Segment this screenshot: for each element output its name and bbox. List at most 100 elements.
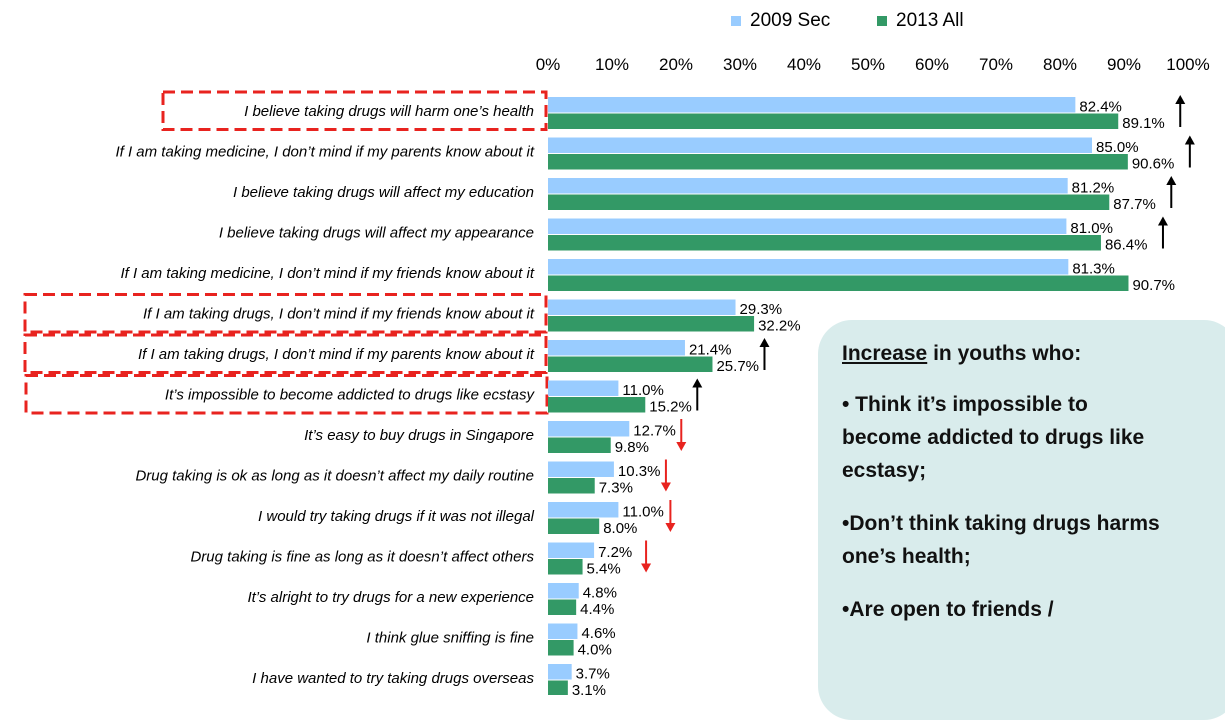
data-label-2013: 4.4% [580,601,614,618]
bar-2013 [548,437,611,453]
bar-2009 [548,664,572,680]
bar-2009 [548,380,619,396]
bar-2009 [548,502,619,518]
highlight-box [24,374,549,415]
callout-heading: Increase in youths who: [842,342,1218,366]
bar-2013 [548,680,568,695]
data-label-2013: 3.1% [572,682,606,695]
category-label: Drug taking is fine as long as it doesn’… [190,549,534,566]
bar-2009 [548,218,1067,234]
up-arrow-icon [692,378,703,411]
bar-2009 [548,623,578,639]
down-arrow-icon [641,540,652,573]
x-tick-label: 40% [787,55,821,74]
bar-2009 [548,461,614,477]
up-arrow-icon [1166,176,1177,208]
bar-2009 [548,421,630,437]
callout-item: •Are open to friends / [842,598,1054,621]
data-label-2013: 89.1% [1122,115,1165,132]
bar-2009 [548,583,579,599]
data-label-2009: 3.7% [576,666,610,683]
data-label-2009: 21.4% [689,342,732,359]
data-label-2013: 86.4% [1105,237,1148,254]
x-tick-label: 20% [659,55,693,74]
callout-item: •Don’t think taking drugs harms one’s he… [842,512,1160,568]
down-arrow-icon [676,419,687,451]
down-arrow-icon [660,459,671,492]
bar-2009 [548,259,1069,275]
x-tick-label: 80% [1043,55,1077,74]
data-label-2009: 4.8% [583,585,617,602]
category-label: It’s easy to buy drugs in Singapore [304,427,534,444]
category-label: I have wanted to try taking drugs overse… [252,670,534,687]
bar-2013 [548,559,583,575]
highlight-box [23,293,548,334]
x-tick-label: 90% [1107,55,1141,74]
category-label: It’s alright to try drugs for a new expe… [247,589,534,606]
bar-2013 [548,275,1129,291]
legend-swatch-2013 [877,16,887,26]
highlight-box [161,90,548,131]
bar-2013 [548,599,577,615]
category-label: If I am taking medicine, I don’t mind if… [115,144,534,161]
data-label-2013: 7.3% [599,480,633,497]
x-tick-label: 60% [915,55,949,74]
bar-chart: 0% 10% 20% 30% 40% 50% 60% 70% 80% 90% 100% I belie… [23,55,1210,695]
data-label-2013: 90.7% [1132,277,1175,294]
data-label-2009: 29.3% [740,301,783,318]
data-label-2013: 9.8% [615,439,649,456]
bar-2013 [548,518,600,534]
bar-2013 [548,640,574,656]
callout-box: Increase in youths who: • Think it’s imp… [818,320,1225,720]
bar-2009 [548,178,1068,194]
legend-swatch-2009 [731,16,741,26]
up-arrow-icon [1175,95,1186,127]
x-tick-label: 70% [979,55,1013,74]
callout-heading-keyword: Increase [842,342,928,365]
callout-heading-rest: in youths who: [927,342,1082,365]
category-label: I think glue sniffing is fine [366,630,534,647]
bar-2013 [548,113,1119,129]
x-tick-label: 10% [595,55,629,74]
data-label-2009: 11.0% [622,504,663,521]
bar-2009 [548,542,595,558]
bar-2009 [548,137,1092,153]
legend-item-2013: 2013 All [877,10,964,32]
category-label: Drug taking is ok as long as it doesn’t … [135,468,534,485]
bar-2013 [548,397,646,413]
bar-2009 [548,299,736,315]
bar-2013 [548,154,1128,170]
data-label-2013: 4.0% [578,642,612,659]
data-label-2009: 4.6% [581,625,615,642]
category-label: If I am taking medicine, I don’t mind if… [120,265,534,282]
category-label: It’s impossible to become addicted to dr… [165,387,536,404]
data-label-2009: 85.0% [1096,139,1139,156]
data-label-2009: 82.4% [1079,99,1122,116]
legend: 2009 Sec 2013 All [0,6,1225,36]
data-label-2013: 5.4% [587,561,621,578]
data-label-2009: 81.3% [1072,261,1115,278]
bar-2013 [548,235,1101,251]
data-label-2013: 32.2% [758,318,801,335]
data-label-2013: 87.7% [1113,196,1156,213]
data-label-2009: 81.2% [1072,180,1115,197]
x-tick-label: 50% [851,55,885,74]
highlight-box [23,333,548,374]
data-label-2013: 90.6% [1132,156,1175,173]
category-label: If I am taking drugs, I don’t mind if my… [138,346,535,363]
category-label: I believe taking drugs will affect my ap… [219,225,534,242]
data-label-2013: 25.7% [716,358,759,375]
data-label-2009: 11.0% [622,382,663,399]
bar-2009 [548,97,1076,113]
data-label-2009: 7.2% [598,544,632,561]
up-arrow-icon [1157,216,1168,249]
category-label: I believe taking drugs will harm one’s h… [244,103,534,120]
legend-label-2013: 2013 All [896,10,964,31]
category-label: If I am taking drugs, I don’t mind if my… [143,306,535,323]
up-arrow-icon [1184,135,1195,168]
category-label: I would try taking drugs if it was not i… [258,508,535,525]
data-label-2009: 12.7% [633,423,676,440]
x-tick-label: 30% [723,55,757,74]
data-label-2009: 10.3% [618,463,661,480]
legend-item-2009: 2009 Sec [731,10,830,32]
